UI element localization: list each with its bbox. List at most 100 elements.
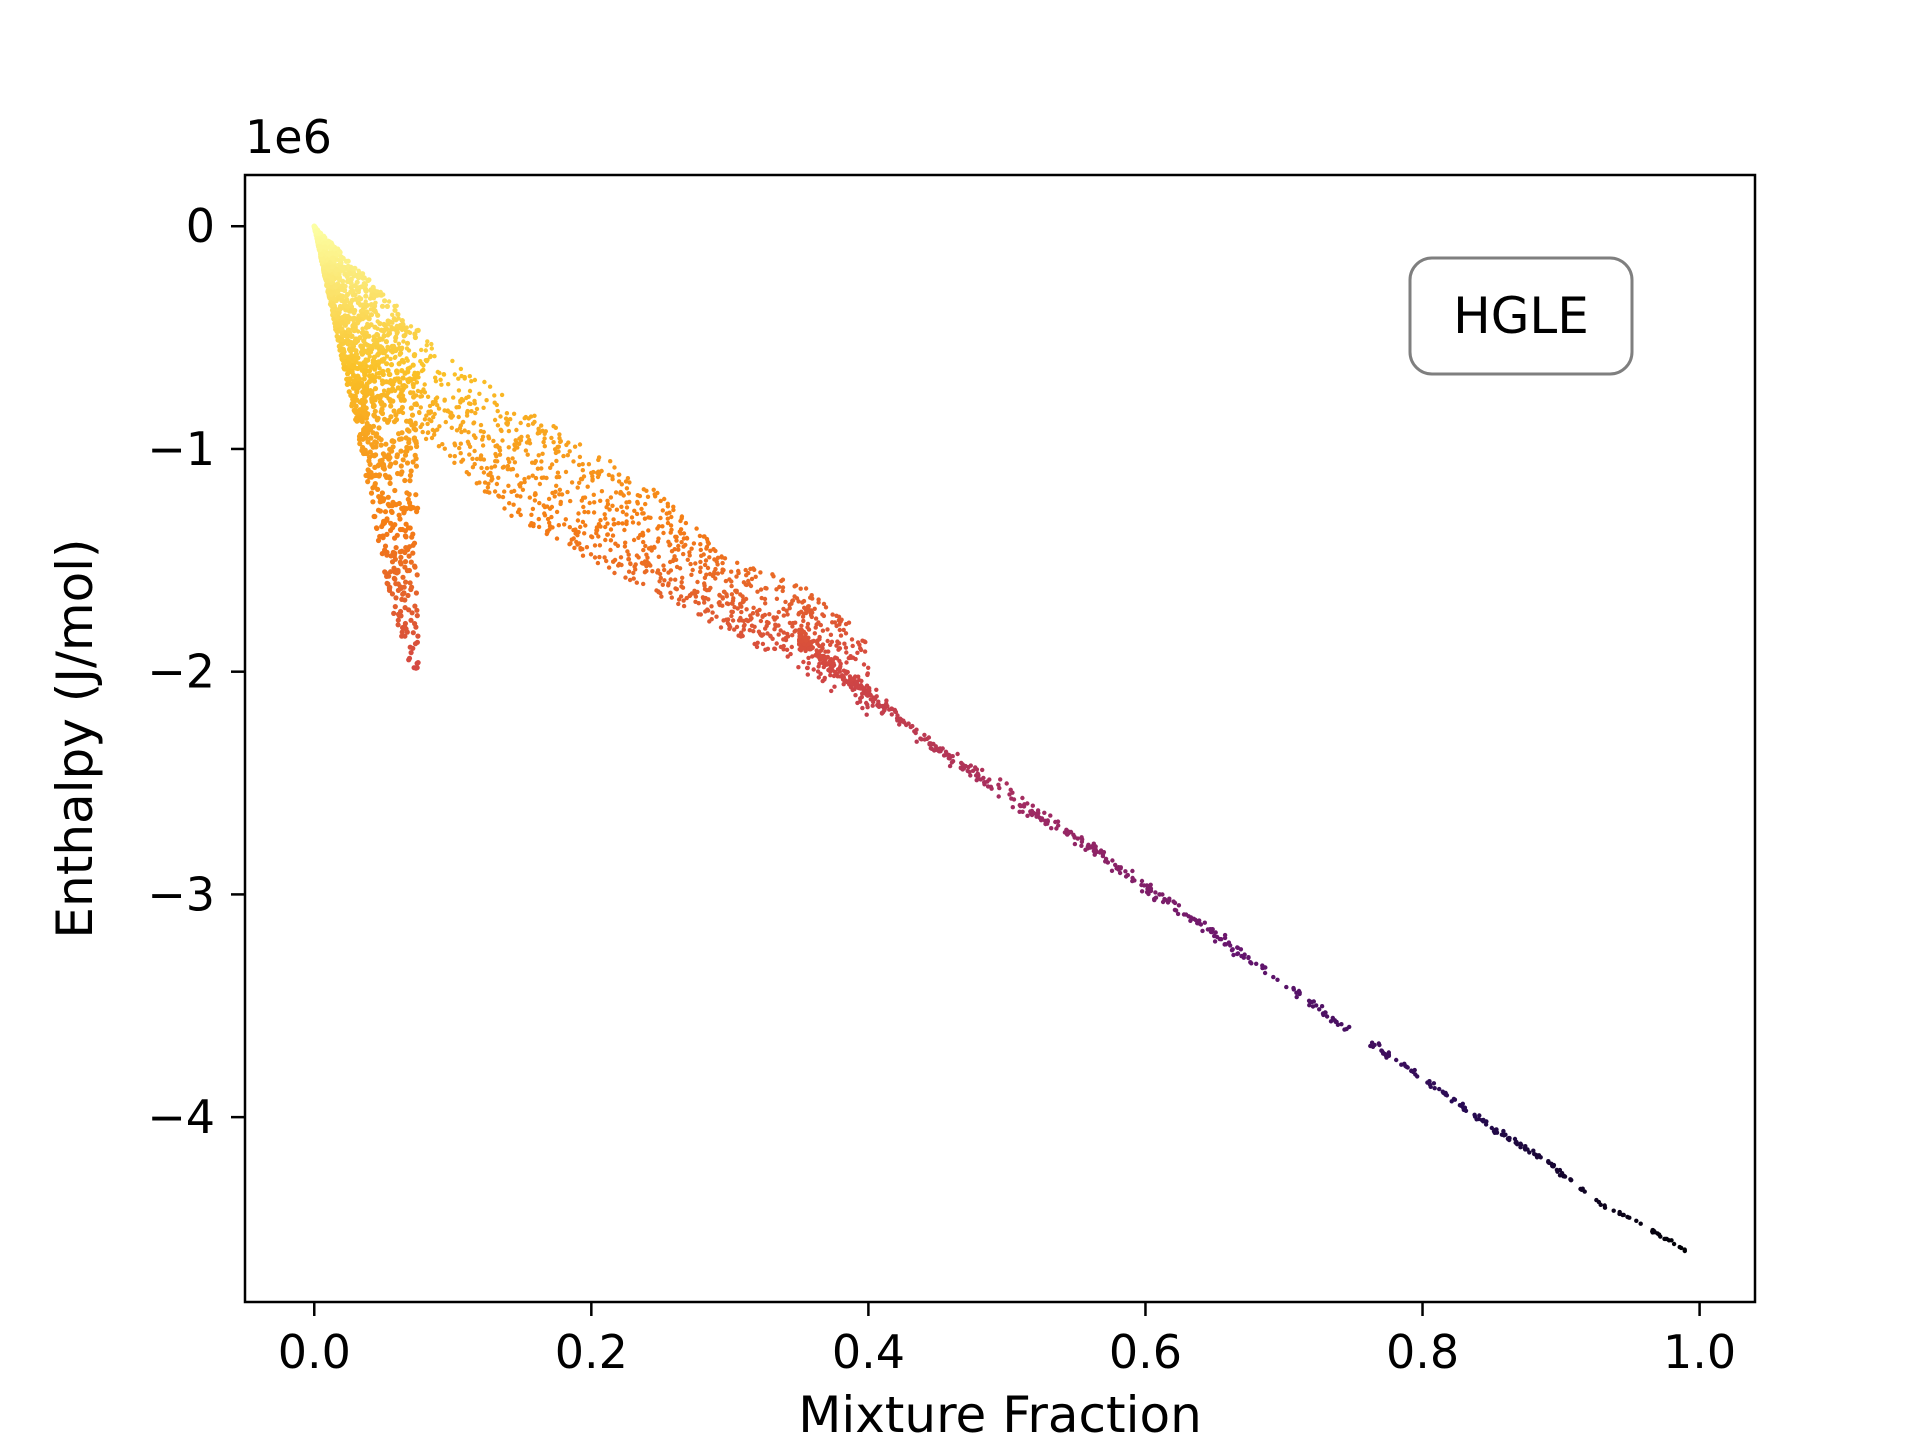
data-point: [540, 451, 545, 456]
data-point: [793, 583, 799, 588]
data-point: [398, 448, 404, 454]
data-point: [554, 536, 560, 541]
data-point: [515, 445, 520, 450]
data-point: [505, 463, 511, 469]
data-point: [898, 716, 903, 721]
data-point: [1109, 868, 1115, 873]
data-point: [804, 665, 810, 671]
data-point: [582, 509, 587, 515]
data-point: [385, 344, 390, 350]
data-point: [947, 763, 953, 769]
data-point: [837, 627, 842, 633]
data-point: [792, 594, 797, 599]
data-point: [406, 607, 412, 613]
data-point: [422, 390, 428, 395]
data-point: [705, 565, 711, 571]
data-point: [361, 333, 367, 338]
data-point: [357, 295, 362, 300]
data-point: [788, 651, 793, 657]
data-point: [379, 406, 385, 412]
data-point: [366, 454, 373, 460]
data-point: [1130, 868, 1135, 874]
data-point: [631, 576, 636, 581]
data-point: [397, 360, 402, 366]
data-point: [1474, 1117, 1479, 1122]
y-tick-label: −2: [147, 645, 215, 699]
data-point: [385, 419, 391, 425]
data-point: [1328, 1019, 1334, 1024]
data-point: [488, 470, 493, 476]
data-point: [736, 568, 741, 574]
data-point: [370, 485, 376, 491]
data-point: [324, 278, 330, 284]
data-point: [805, 625, 810, 630]
annotation-frame: [1408, 256, 1634, 376]
data-point: [415, 388, 421, 394]
data-point: [641, 581, 646, 587]
data-point: [1165, 900, 1171, 905]
data-point: [429, 346, 434, 351]
data-point: [487, 384, 493, 389]
data-point: [452, 460, 457, 465]
data-point: [575, 485, 580, 490]
data-point: [384, 573, 390, 580]
data-point: [1621, 1212, 1626, 1218]
data-point: [367, 461, 373, 467]
data-point: [394, 570, 400, 576]
data-point: [393, 338, 398, 344]
y-tick-label: −4: [147, 1090, 215, 1144]
data-point: [548, 465, 553, 470]
data-point: [598, 498, 603, 503]
data-point: [511, 411, 517, 416]
data-point: [866, 687, 871, 692]
data-point: [370, 499, 376, 505]
data-point: [626, 557, 632, 562]
data-point: [334, 267, 340, 273]
data-point: [400, 393, 406, 398]
data-point: [514, 493, 520, 498]
data-point: [533, 475, 539, 481]
data-point: [812, 606, 817, 611]
data-point: [315, 237, 321, 243]
data-point: [554, 458, 559, 464]
data-point: [1427, 1079, 1432, 1084]
data-point: [398, 554, 404, 561]
data-point: [522, 416, 527, 421]
data-point: [627, 480, 632, 485]
data-point: [844, 671, 849, 676]
data-point: [967, 769, 972, 775]
data-point: [507, 501, 512, 506]
data-point: [1045, 821, 1050, 826]
data-point: [404, 346, 410, 351]
data-point: [805, 621, 811, 627]
data-point: [708, 548, 713, 553]
data-point: [375, 340, 380, 345]
data-point: [776, 609, 781, 615]
data-point: [1682, 1247, 1687, 1252]
data-point: [660, 508, 665, 513]
data-point: [367, 354, 372, 359]
data-point: [843, 645, 849, 650]
data-point: [361, 402, 367, 408]
data-point: [754, 644, 760, 650]
data-point: [388, 508, 394, 514]
data-point: [409, 610, 415, 616]
data-point: [357, 407, 363, 414]
data-point: [857, 699, 863, 704]
data-point: [595, 474, 601, 480]
data-point: [612, 465, 617, 470]
data-point: [497, 452, 503, 457]
data-point: [608, 527, 614, 532]
data-point: [583, 523, 588, 528]
data-point: [478, 429, 484, 434]
data-point: [838, 633, 844, 638]
data-point: [482, 379, 487, 385]
y-axis: 0 −1 −2 −3 −4: [147, 199, 245, 1144]
data-point: [636, 521, 641, 526]
data-point: [1518, 1141, 1523, 1146]
data-point: [460, 457, 466, 462]
data-point: [1072, 834, 1077, 839]
data-point: [642, 570, 648, 575]
data-point: [1152, 897, 1157, 903]
data-point: [532, 498, 538, 503]
